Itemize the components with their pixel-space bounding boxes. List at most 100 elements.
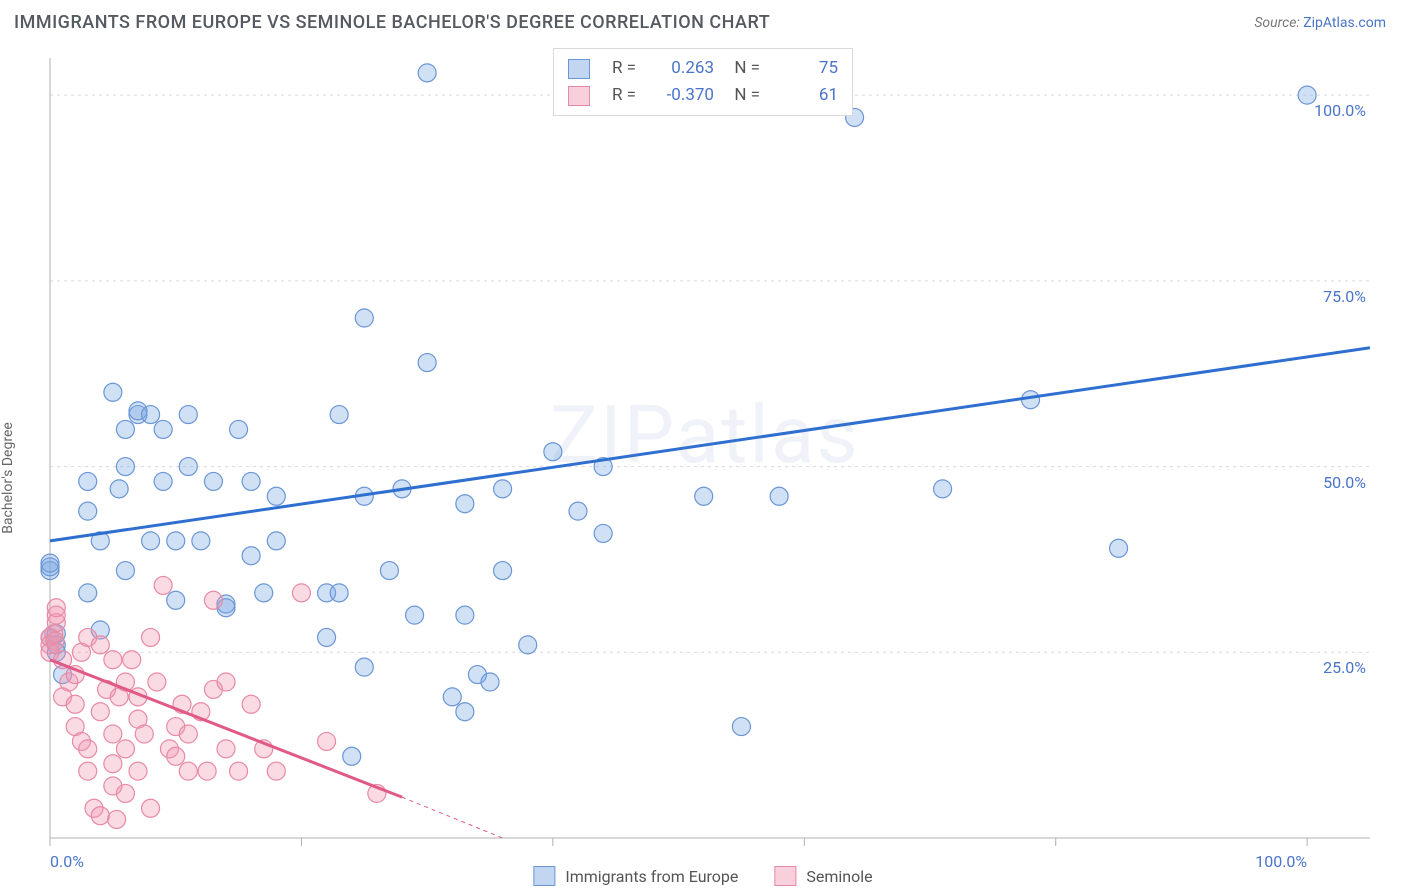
data-point	[142, 406, 160, 424]
chart-title: IMMIGRANTS FROM EUROPE VS SEMINOLE BACHE…	[14, 12, 770, 33]
data-point	[167, 747, 185, 765]
data-point	[192, 532, 210, 550]
legend-r-label: R =	[600, 55, 636, 82]
legend-n-label: N =	[724, 55, 760, 82]
legend-swatch	[568, 59, 590, 79]
legend-r-label: R =	[600, 82, 636, 109]
data-point	[318, 732, 336, 750]
data-point	[544, 443, 562, 461]
legend-item[interactable]: Seminole	[774, 866, 872, 886]
legend-item-label: Seminole	[806, 867, 872, 886]
data-point	[267, 487, 285, 505]
data-point	[242, 547, 260, 565]
data-point	[230, 420, 248, 438]
trend-line-extended	[402, 797, 503, 838]
data-point	[116, 784, 134, 802]
data-point	[104, 383, 122, 401]
data-point	[179, 406, 197, 424]
legend-row: R =-0.370N =61	[568, 82, 838, 109]
axis-tick-label: 100.0%	[1255, 852, 1307, 871]
data-point	[456, 495, 474, 513]
data-point	[179, 458, 197, 476]
data-point	[292, 584, 310, 602]
data-point	[406, 606, 424, 624]
data-point	[116, 740, 134, 758]
legend-r-value: 0.263	[646, 55, 714, 82]
data-point	[47, 599, 65, 617]
data-point	[142, 799, 160, 817]
data-point	[569, 502, 587, 520]
data-point	[135, 725, 153, 743]
data-point	[732, 718, 750, 736]
legend-swatch	[533, 866, 555, 886]
axis-tick-label: 0.0%	[50, 852, 84, 871]
data-point	[267, 762, 285, 780]
data-point	[142, 628, 160, 646]
data-point	[418, 64, 436, 82]
chart-area: Bachelor's Degree ZIPatlas R =0.263N =75…	[0, 48, 1406, 892]
data-point	[443, 688, 461, 706]
data-point	[91, 703, 109, 721]
legend-r-value: -0.370	[646, 82, 714, 109]
data-point	[142, 532, 160, 550]
legend-swatch	[568, 86, 590, 106]
correlation-legend: R =0.263N =75R =-0.370N =61	[553, 48, 853, 116]
legend-item[interactable]: Immigrants from Europe	[533, 866, 738, 886]
axis-tick-label: 100.0%	[1314, 101, 1366, 120]
data-point	[255, 584, 273, 602]
data-point	[494, 480, 512, 498]
trend-line	[50, 348, 1370, 541]
scatter-chart	[0, 48, 1406, 892]
data-point	[355, 309, 373, 327]
data-point	[104, 725, 122, 743]
data-point	[204, 591, 222, 609]
data-point	[1110, 539, 1128, 557]
data-point	[154, 472, 172, 490]
data-point	[167, 532, 185, 550]
data-point	[46, 632, 64, 650]
data-point	[79, 502, 97, 520]
data-point	[318, 628, 336, 646]
data-point	[217, 673, 235, 691]
data-point	[230, 762, 248, 780]
legend-n-label: N =	[724, 82, 760, 109]
y-axis-label: Bachelor's Degree	[0, 422, 16, 534]
data-point	[242, 472, 260, 490]
data-point	[79, 740, 97, 758]
data-point	[418, 354, 436, 372]
data-point	[330, 584, 348, 602]
axis-tick-label: 50.0%	[1323, 473, 1366, 492]
data-point	[66, 695, 84, 713]
data-point	[456, 703, 474, 721]
data-point	[267, 532, 285, 550]
data-point	[79, 762, 97, 780]
data-point	[148, 673, 166, 691]
legend-swatch	[774, 866, 796, 886]
data-point	[110, 480, 128, 498]
data-point	[79, 472, 97, 490]
data-point	[594, 524, 612, 542]
data-point	[116, 562, 134, 580]
data-point	[770, 487, 788, 505]
data-point	[167, 591, 185, 609]
data-point	[494, 562, 512, 580]
data-point	[179, 725, 197, 743]
legend-row: R =0.263N =75	[568, 55, 838, 82]
series-legend: Immigrants from Europe Seminole	[533, 866, 872, 886]
data-point	[934, 480, 952, 498]
data-point	[123, 651, 141, 669]
data-point	[129, 762, 147, 780]
data-point	[108, 810, 126, 828]
data-point	[380, 562, 398, 580]
data-point	[204, 472, 222, 490]
data-point	[456, 606, 474, 624]
source-link[interactable]: ZipAtlas.com	[1303, 15, 1386, 31]
data-point	[91, 636, 109, 654]
axis-tick-label: 25.0%	[1323, 658, 1366, 677]
data-point	[91, 807, 109, 825]
data-point	[355, 658, 373, 676]
data-point	[330, 406, 348, 424]
data-point	[41, 554, 59, 572]
source-label: Source: ZipAtlas.com	[1254, 15, 1386, 31]
data-point	[695, 487, 713, 505]
